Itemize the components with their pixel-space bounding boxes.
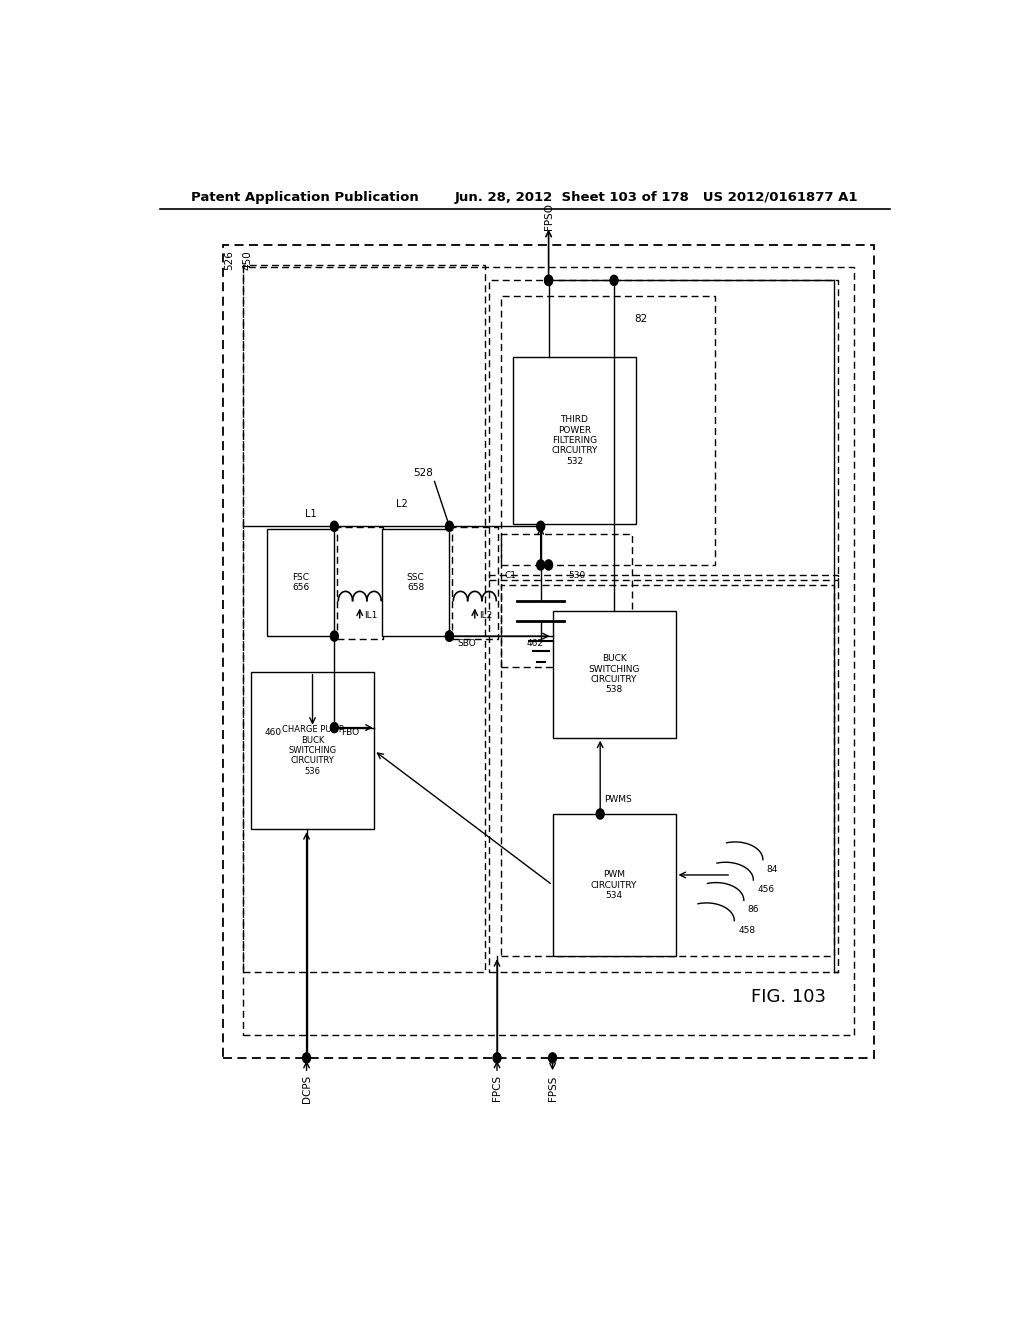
Circle shape (331, 521, 338, 532)
Circle shape (545, 276, 553, 285)
Text: 82: 82 (634, 314, 647, 323)
Bar (513, 356, 636, 524)
Text: 526: 526 (224, 249, 234, 271)
Circle shape (545, 276, 553, 285)
Text: DCPS: DCPS (301, 1076, 311, 1104)
Text: 530: 530 (568, 570, 586, 579)
Circle shape (445, 631, 454, 642)
Text: SBO: SBO (458, 639, 476, 648)
Bar (489, 576, 839, 972)
Bar (553, 611, 676, 738)
Circle shape (445, 521, 454, 532)
Text: FBO: FBO (341, 729, 358, 737)
Circle shape (537, 560, 545, 570)
Bar (501, 296, 715, 565)
Text: Patent Application Publication: Patent Application Publication (191, 191, 419, 203)
Text: 456: 456 (758, 886, 774, 894)
Bar (243, 265, 485, 972)
Circle shape (331, 631, 338, 642)
Text: THIRD
POWER
FILTERING
CIRCUITRY
532: THIRD POWER FILTERING CIRCUITRY 532 (551, 416, 598, 466)
Circle shape (494, 1053, 501, 1063)
Bar (267, 529, 334, 636)
Bar (223, 244, 873, 1057)
Text: PWM
CIRCUITRY
534: PWM CIRCUITRY 534 (591, 870, 637, 900)
Text: FPSO: FPSO (544, 202, 554, 230)
Text: 462: 462 (526, 639, 544, 648)
Text: IL2: IL2 (479, 611, 492, 620)
Bar (489, 280, 839, 581)
Text: PWMS: PWMS (604, 795, 632, 804)
Text: 84: 84 (767, 865, 778, 874)
Text: FIG. 103: FIG. 103 (752, 987, 826, 1006)
Text: C1: C1 (505, 570, 517, 579)
Text: CHARGE PUMP
BUCK
SWITCHING
CIRCUITRY
536: CHARGE PUMP BUCK SWITCHING CIRCUITRY 536 (282, 725, 343, 776)
Text: FPCS: FPCS (492, 1076, 502, 1101)
Circle shape (331, 722, 338, 733)
Bar (452, 528, 498, 639)
Text: 460: 460 (264, 729, 282, 737)
Text: BUCK
SWITCHING
CIRCUITRY
538: BUCK SWITCHING CIRCUITRY 538 (589, 655, 640, 694)
Text: 86: 86 (748, 906, 760, 915)
Bar (501, 535, 632, 667)
Bar (501, 585, 835, 956)
Text: L2: L2 (396, 499, 408, 510)
Bar (251, 672, 374, 829)
Circle shape (537, 521, 545, 532)
Bar (382, 529, 450, 636)
Bar (553, 814, 676, 956)
Text: IL1: IL1 (364, 611, 377, 620)
Text: SSC
658: SSC 658 (407, 573, 425, 593)
Circle shape (303, 1053, 310, 1063)
Circle shape (549, 1053, 557, 1063)
Circle shape (596, 809, 604, 818)
Text: 528: 528 (414, 469, 433, 478)
Bar (243, 267, 854, 1035)
Bar (337, 528, 383, 639)
Circle shape (445, 631, 454, 642)
Text: 458: 458 (738, 925, 756, 935)
Text: FSC
656: FSC 656 (292, 573, 309, 593)
Text: L1: L1 (305, 510, 316, 519)
Circle shape (610, 276, 618, 285)
Text: 450: 450 (242, 251, 252, 269)
Circle shape (545, 560, 553, 570)
Text: Jun. 28, 2012  Sheet 103 of 178   US 2012/0161877 A1: Jun. 28, 2012 Sheet 103 of 178 US 2012/0… (455, 191, 858, 203)
Text: FPSS: FPSS (548, 1076, 558, 1101)
